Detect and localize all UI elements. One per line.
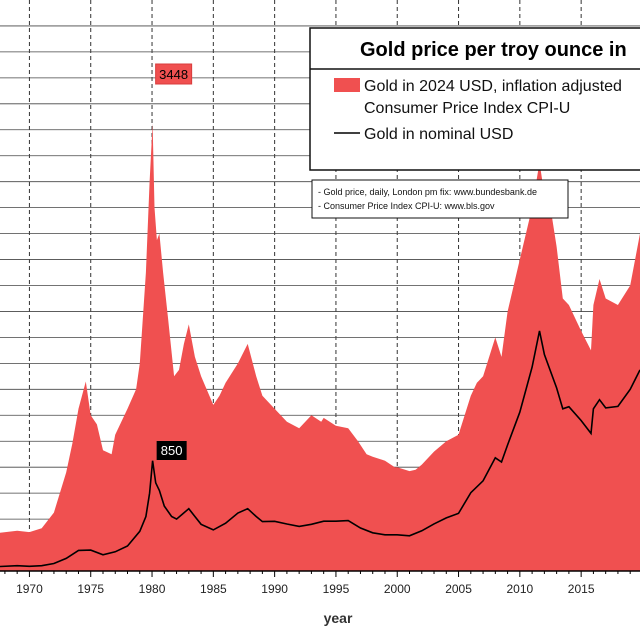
- sources-box: - Gold price, daily, London pm fix: www.…: [311, 179, 569, 219]
- annotation-peak-nominal: 850: [161, 443, 183, 458]
- x-tick-label: 2010: [506, 582, 533, 596]
- x-axis-label: year: [324, 610, 353, 626]
- source-line-2: - Consumer Price Index CPI-U: www.bls.go…: [318, 201, 495, 211]
- sources-frame: [311, 179, 569, 219]
- x-tick-label: 1975: [77, 582, 104, 596]
- axes: [0, 570, 640, 577]
- x-tick-label: 2005: [445, 582, 472, 596]
- legend-box: Gold price per troy ounce in Gold in 202…: [309, 27, 640, 171]
- legend-label-nominal: Gold in nominal USD: [364, 126, 513, 143]
- x-tick-label: 1970: [16, 582, 43, 596]
- legend-swatch-inflation: [334, 78, 360, 92]
- x-tick-label: 1980: [139, 582, 166, 596]
- x-tick-label: 2000: [384, 582, 411, 596]
- x-tick-labels: 1970 1975 1980 1985 1990 1995 2000 2005 2010 2015: [16, 582, 595, 596]
- source-line-1: - Gold price, daily, London pm fix: www.…: [318, 187, 537, 197]
- x-tick-label: 2015: [568, 582, 595, 596]
- x-tick-label: 1985: [200, 582, 227, 596]
- annotation-peak-inflation-box: [155, 63, 193, 85]
- x-tick-label: 1990: [261, 582, 288, 596]
- chart-title: Gold price per troy ounce in: [360, 39, 627, 61]
- legend-frame: [309, 27, 640, 171]
- line-nominal: [0, 330, 640, 568]
- annotations: 3448 850: [155, 63, 193, 460]
- series-nominal: [0, 330, 640, 568]
- legend-label-inflation-line2: Consumer Price Index CPI-U: [364, 100, 570, 117]
- legend-label-inflation-line1: Gold in 2024 USD, inflation adjusted: [364, 78, 622, 95]
- x-tick-label: 1995: [323, 582, 350, 596]
- annotation-peak-nominal-box: [156, 441, 187, 460]
- annotation-peak-inflation: 3448: [159, 67, 188, 82]
